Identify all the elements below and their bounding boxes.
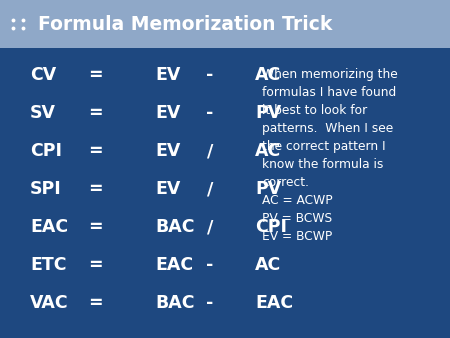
Text: -: - [206, 66, 214, 84]
Text: /: / [207, 218, 213, 236]
Text: /: / [207, 180, 213, 198]
Text: VAC: VAC [30, 294, 68, 312]
Text: AC: AC [255, 66, 281, 84]
Text: CPI: CPI [255, 218, 287, 236]
Text: =: = [88, 104, 102, 122]
Text: EV: EV [155, 104, 180, 122]
Text: EV: EV [155, 66, 180, 84]
Text: PV: PV [255, 104, 281, 122]
Text: =: = [88, 218, 102, 236]
Text: BAC: BAC [155, 294, 194, 312]
Bar [0, 0, 450, 48]
Text: Formula Memorization Trick: Formula Memorization Trick [38, 15, 333, 33]
Text: =: = [88, 180, 102, 198]
Text: =: = [88, 256, 102, 274]
Text: SV: SV [30, 104, 56, 122]
Text: EAC: EAC [155, 256, 193, 274]
Text: When memorizing the
formulas I have found
it best to look for
patterns.  When I : When memorizing the formulas I have foun… [262, 68, 398, 243]
Text: -: - [206, 256, 214, 274]
Text: =: = [88, 294, 102, 312]
Text: ETC: ETC [30, 256, 67, 274]
Text: -: - [206, 104, 214, 122]
Text: /: / [207, 142, 213, 160]
Text: -: - [206, 294, 214, 312]
Text: CV: CV [30, 66, 56, 84]
Text: EAC: EAC [30, 218, 68, 236]
Text: =: = [88, 142, 102, 160]
Text: EAC: EAC [255, 294, 293, 312]
Text: AC: AC [255, 256, 281, 274]
Text: PV: PV [255, 180, 281, 198]
Text: BAC: BAC [155, 218, 194, 236]
Text: EV: EV [155, 180, 180, 198]
Text: CPI: CPI [30, 142, 62, 160]
Text: =: = [88, 66, 102, 84]
Text: SPI: SPI [30, 180, 62, 198]
Text: EV: EV [155, 142, 180, 160]
Text: AC: AC [255, 142, 281, 160]
